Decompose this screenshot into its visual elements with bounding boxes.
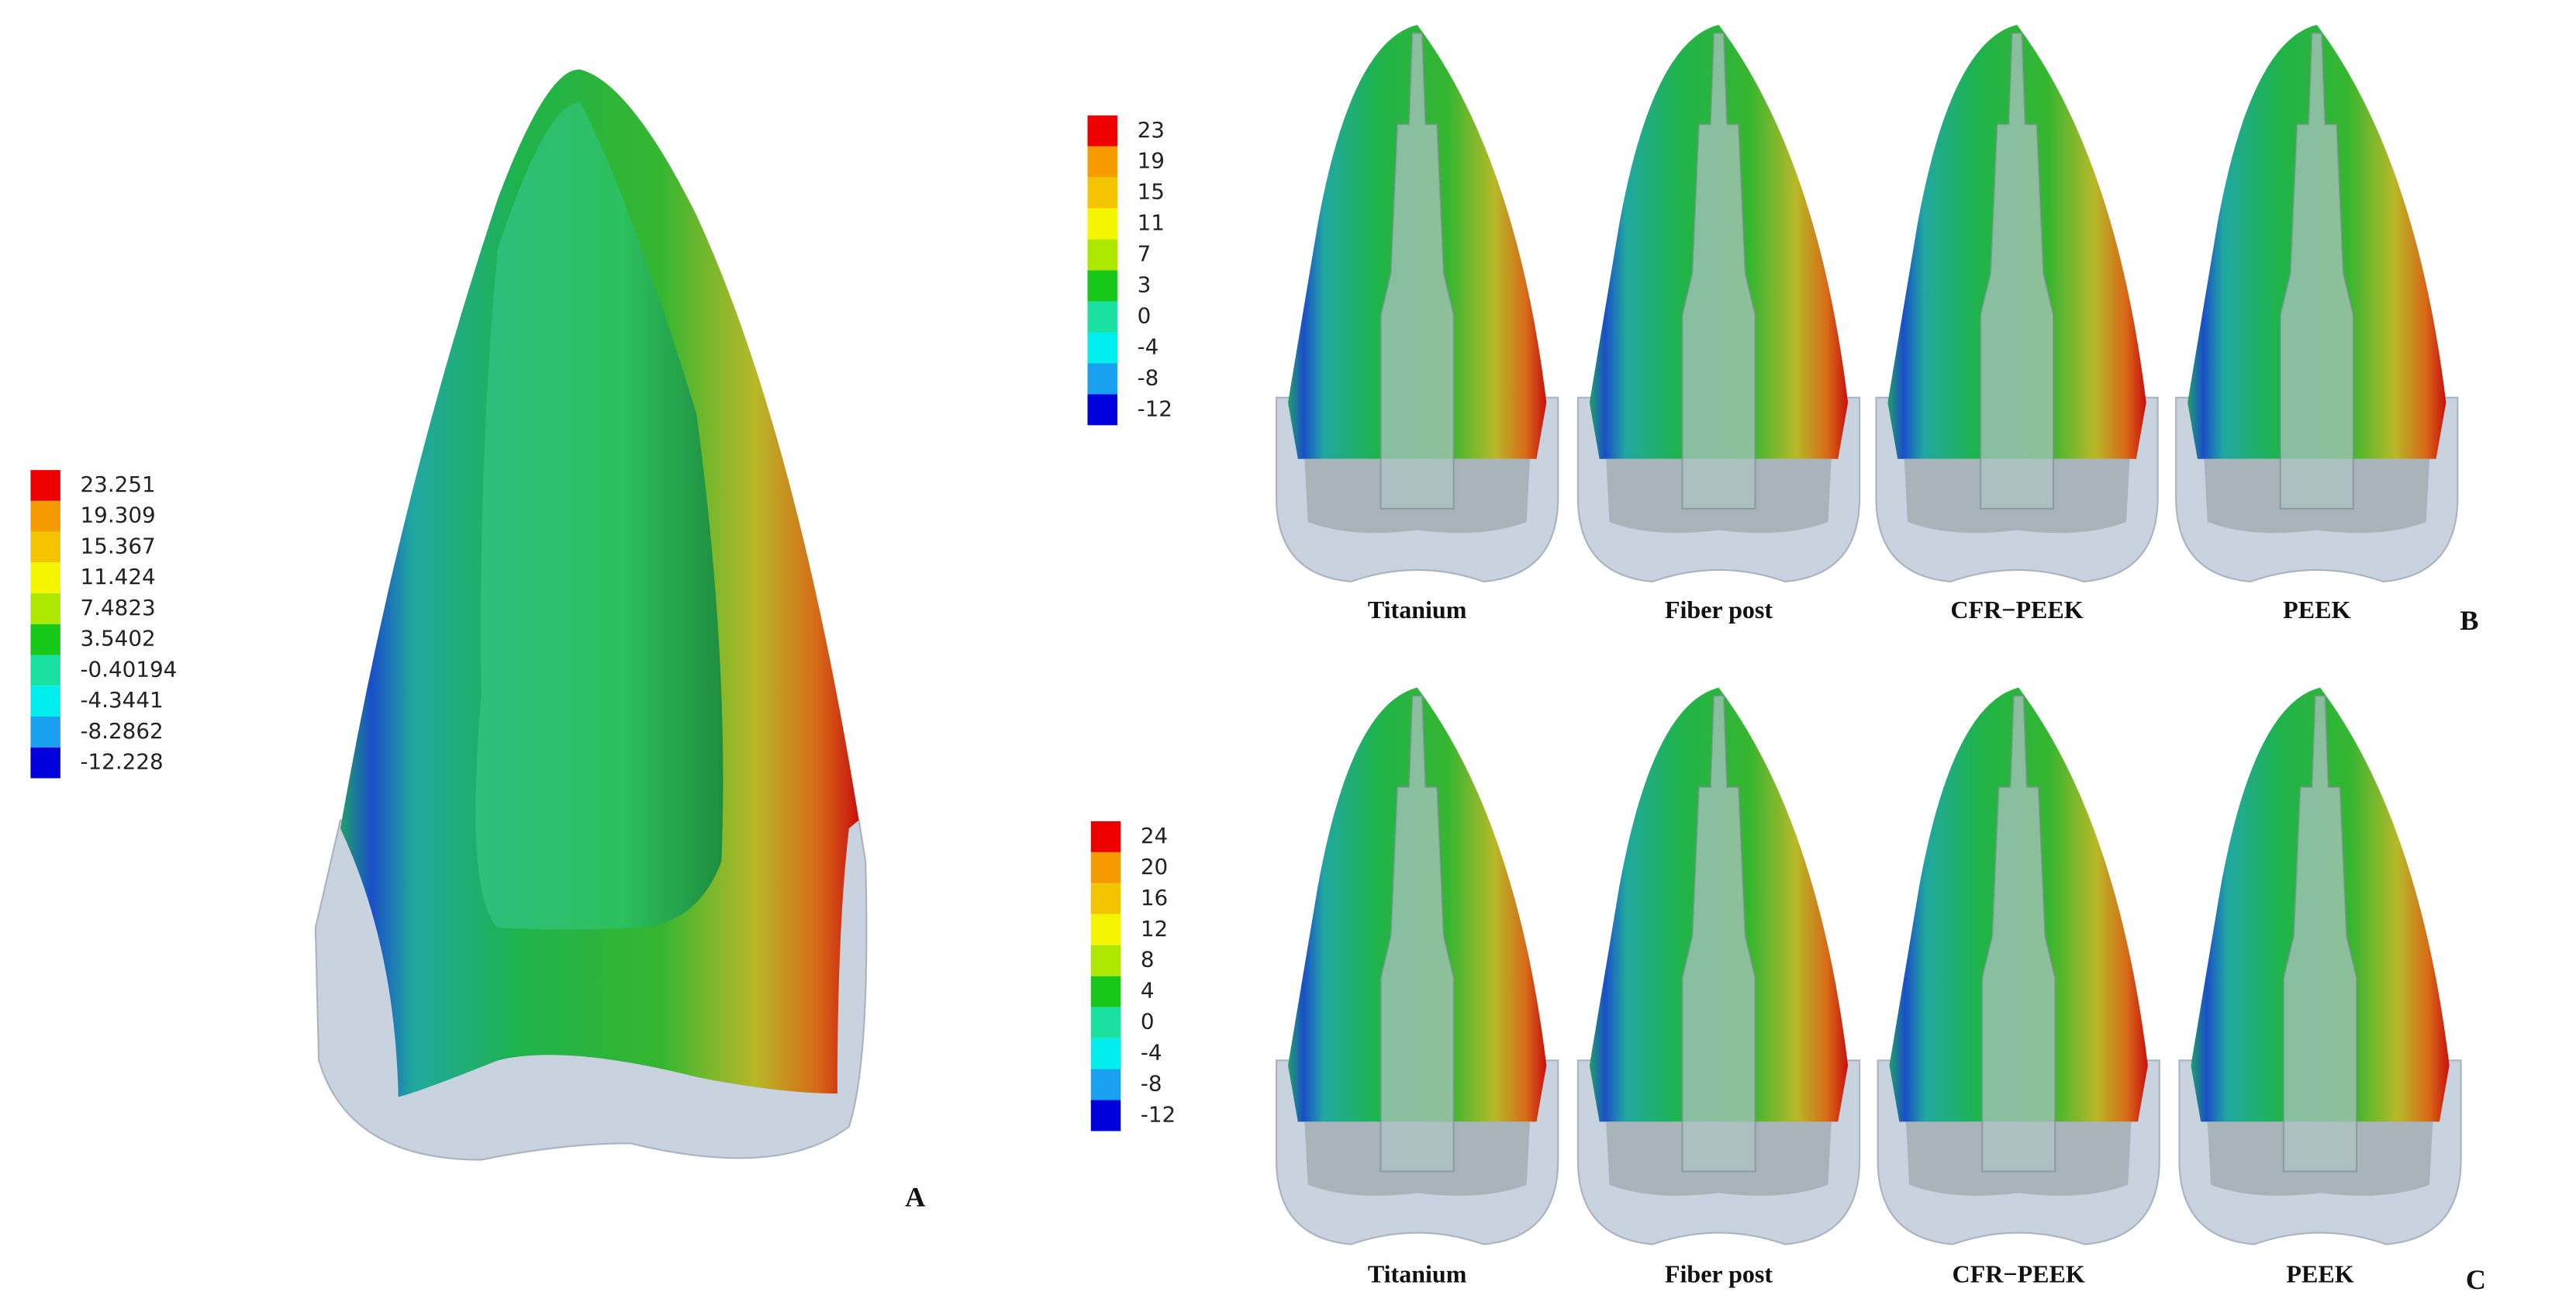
panel-label: A bbox=[905, 1181, 925, 1212]
legend-swatch bbox=[1087, 363, 1117, 395]
legend-label: 12 bbox=[1141, 916, 1168, 941]
legend-label: -12.228 bbox=[81, 749, 164, 775]
post bbox=[2282, 695, 2358, 1173]
legend-label: 0 bbox=[1138, 302, 1152, 328]
legend-label: 8 bbox=[1141, 947, 1155, 973]
post bbox=[1981, 695, 2056, 1173]
legend-label: 0 bbox=[1141, 1009, 1155, 1035]
legend-label: 11 bbox=[1138, 210, 1165, 236]
legend-label: 19.309 bbox=[81, 503, 156, 528]
legend-swatch bbox=[1087, 332, 1117, 364]
legend-swatch bbox=[30, 500, 60, 532]
legend-swatch bbox=[30, 562, 60, 594]
post bbox=[2279, 32, 2354, 510]
legend-label: 11.424 bbox=[81, 564, 156, 589]
post bbox=[1380, 695, 1455, 1173]
legend-swatch bbox=[1087, 394, 1117, 426]
legend-label: 23 bbox=[1138, 117, 1165, 143]
legend-swatch bbox=[30, 470, 60, 501]
legend-swatch bbox=[1090, 1038, 1121, 1069]
legend-label: -8.2862 bbox=[81, 718, 164, 744]
legend-label: 16 bbox=[1141, 885, 1168, 910]
post bbox=[1979, 32, 2055, 510]
legend-label: 19 bbox=[1138, 148, 1165, 174]
panel-label: B bbox=[2460, 605, 2478, 636]
post bbox=[1681, 695, 1756, 1173]
legend-swatch bbox=[1087, 146, 1117, 178]
legend-swatch bbox=[1087, 177, 1117, 209]
legend-swatch bbox=[1090, 945, 1121, 976]
legend-swatch bbox=[1090, 1100, 1121, 1131]
legend-label: -8 bbox=[1141, 1071, 1162, 1097]
tooth-model bbox=[1875, 25, 2159, 582]
legend-label: 7.4823 bbox=[81, 595, 156, 620]
material-label: Fiber post bbox=[1665, 596, 1773, 624]
legend-label: -8 bbox=[1138, 364, 1159, 390]
legend-label: 23.251 bbox=[81, 472, 156, 497]
legend-swatch bbox=[1087, 208, 1117, 240]
legend-label: 3 bbox=[1138, 272, 1152, 298]
legend-swatch bbox=[1090, 976, 1121, 1007]
legend-label: -12 bbox=[1141, 1101, 1176, 1127]
legend-label: 7 bbox=[1138, 241, 1152, 267]
tooth-model bbox=[1275, 687, 1559, 1245]
material-label: Titanium bbox=[1368, 1260, 1467, 1288]
legend-label: 24 bbox=[1141, 823, 1168, 848]
material-label: PEEK bbox=[2283, 596, 2350, 624]
legend-swatch bbox=[30, 593, 60, 624]
legend-label: -0.40194 bbox=[81, 656, 178, 682]
tooth-model bbox=[1877, 687, 2160, 1245]
legend-label: 3.5402 bbox=[81, 626, 156, 651]
legend-label: -4 bbox=[1141, 1040, 1162, 1066]
legend-label: 20 bbox=[1141, 854, 1168, 879]
legend-swatch bbox=[1090, 821, 1121, 852]
material-label: Titanium bbox=[1368, 596, 1467, 624]
material-label: CFR−PEEK bbox=[1953, 1260, 2085, 1288]
legend-swatch bbox=[1087, 270, 1117, 302]
legend-swatch bbox=[1087, 239, 1117, 271]
tooth-model bbox=[1576, 25, 1861, 582]
material-label: PEEK bbox=[2286, 1260, 2353, 1288]
tooth-model bbox=[2175, 25, 2459, 582]
legend-swatch bbox=[30, 717, 60, 748]
material-label: CFR−PEEK bbox=[1950, 596, 2083, 624]
legend-swatch bbox=[1090, 914, 1121, 945]
tooth-model bbox=[1576, 687, 1861, 1245]
post bbox=[1380, 32, 1455, 510]
legend-swatch bbox=[1090, 852, 1121, 883]
tooth-model bbox=[314, 69, 868, 1161]
tooth-model bbox=[1275, 25, 1559, 582]
legend-swatch bbox=[30, 531, 60, 563]
legend-swatch bbox=[1087, 115, 1117, 147]
legend-swatch bbox=[30, 747, 60, 779]
legend-swatch bbox=[30, 624, 60, 655]
legend-swatch bbox=[1090, 1069, 1121, 1100]
legend-label: 15.367 bbox=[81, 533, 156, 558]
legend-swatch bbox=[1087, 301, 1117, 333]
material-label: Fiber post bbox=[1665, 1260, 1773, 1288]
legend-swatch bbox=[30, 686, 60, 717]
legend-label: -12 bbox=[1138, 396, 1172, 421]
legend-swatch bbox=[1090, 1007, 1121, 1038]
legend-swatch bbox=[30, 655, 60, 686]
legend-swatch bbox=[1090, 883, 1121, 914]
legend-label: -4.3441 bbox=[81, 687, 164, 713]
legend-label: -4 bbox=[1138, 333, 1159, 359]
panel-label: C bbox=[2466, 1264, 2486, 1295]
post bbox=[1681, 32, 1756, 510]
legend-label: 15 bbox=[1138, 179, 1165, 205]
tooth-model bbox=[2178, 687, 2462, 1245]
legend-label: 4 bbox=[1141, 978, 1155, 1004]
